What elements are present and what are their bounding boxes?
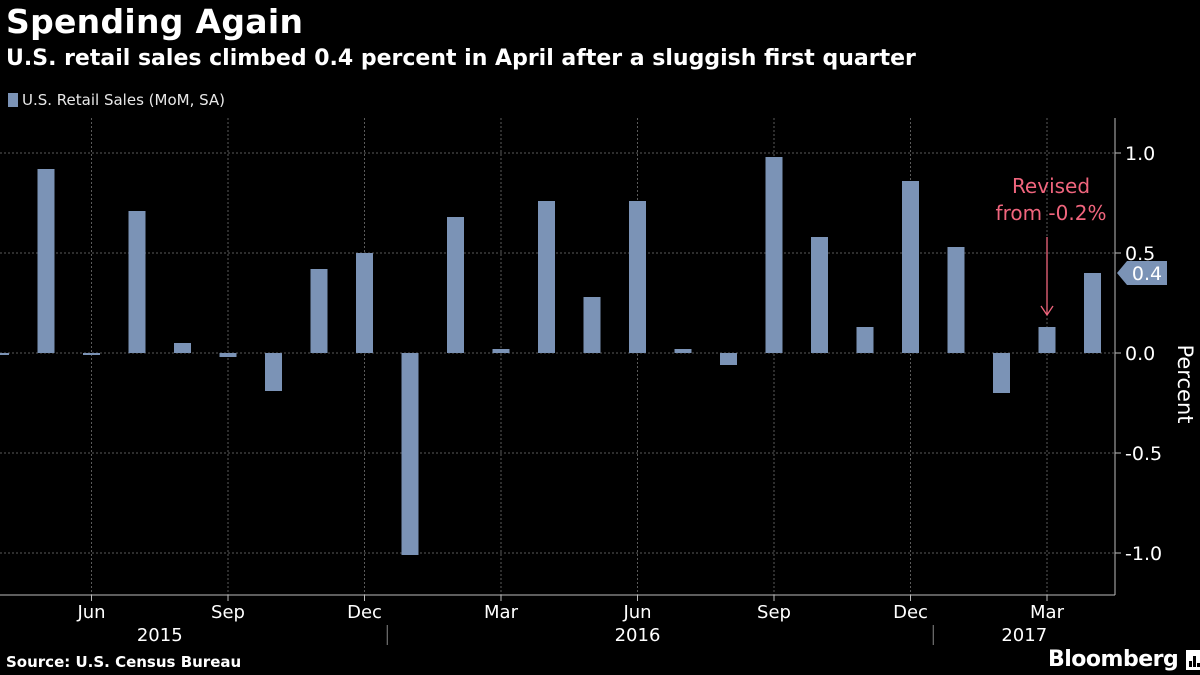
bar (174, 343, 191, 353)
bar (401, 353, 419, 555)
bar (447, 217, 464, 353)
bar (947, 247, 965, 353)
x-tick-label: Dec (347, 602, 382, 623)
annotation-arrow-head (1040, 305, 1054, 317)
last-value-tag (1117, 261, 1167, 285)
bar (0, 353, 9, 355)
bar (356, 253, 373, 353)
annotation-text: from -0.2% (996, 201, 1107, 225)
x-tick-label: Sep (757, 602, 791, 623)
legend-label: U.S. Retail Sales (MoM, SA) (22, 91, 226, 109)
source-note: Source: U.S. Census Bureau (6, 653, 242, 671)
y-tick-label: 1.0 (1125, 143, 1155, 165)
x-tick-label: Mar (1030, 602, 1065, 623)
bar (765, 157, 783, 353)
chart-title: Spending Again (6, 2, 304, 41)
y-tick-label: 0.0 (1125, 343, 1155, 365)
y-tick-label: -0.5 (1125, 443, 1162, 465)
year-label: 2016 (615, 625, 661, 646)
bloomberg-icon (1186, 649, 1200, 670)
bar (674, 349, 692, 353)
brand-name: Bloomberg (1048, 647, 1179, 672)
annotation-text: Revised (1012, 174, 1090, 198)
x-tick-label: Sep (211, 602, 245, 623)
bar (265, 353, 282, 391)
bar (583, 297, 601, 353)
year-label: 2017 (1001, 625, 1047, 646)
bar (902, 181, 919, 353)
x-tick-label: Mar (484, 602, 519, 623)
chart-subtitle: U.S. retail sales climbed 0.4 percent in… (6, 46, 916, 71)
bar (629, 201, 646, 353)
bar (856, 327, 874, 353)
y-axis-label: Percent (1173, 344, 1197, 424)
bar (310, 269, 328, 353)
y-axis-label-wrap: Percent (1165, 322, 1200, 442)
legend: U.S. Retail Sales (MoM, SA) (8, 91, 225, 109)
bar (1038, 327, 1056, 353)
bar (811, 237, 828, 353)
bar (720, 353, 737, 365)
bar (993, 353, 1010, 393)
bar (37, 169, 55, 353)
bar (219, 353, 237, 357)
annotation-layer: Revised from -0.2% (996, 174, 1107, 317)
brand-logo: Bloomberg (1048, 647, 1200, 672)
x-tick-label: Jun (622, 602, 651, 623)
bar (128, 211, 146, 353)
last-value-label: 0.4 (1132, 263, 1162, 285)
y-tick-label: -1.0 (1125, 543, 1162, 565)
y-tick-label: 0.5 (1125, 243, 1155, 265)
bar-layer (0, 157, 1101, 555)
year-label: 2015 (137, 625, 183, 646)
axis-layer: -1.0 -0.5 0.0 0.5 1.0 Jun Sep Dec Mar Jun Sep Dec Ma… (0, 118, 1167, 646)
grid-layer (0, 118, 1115, 595)
bar (83, 353, 100, 355)
x-tick-label: Jun (76, 602, 105, 623)
bar (538, 201, 555, 353)
bar (492, 349, 510, 353)
x-tick-label: Dec (893, 602, 928, 623)
legend-swatch (8, 93, 18, 107)
bar (1084, 273, 1101, 353)
